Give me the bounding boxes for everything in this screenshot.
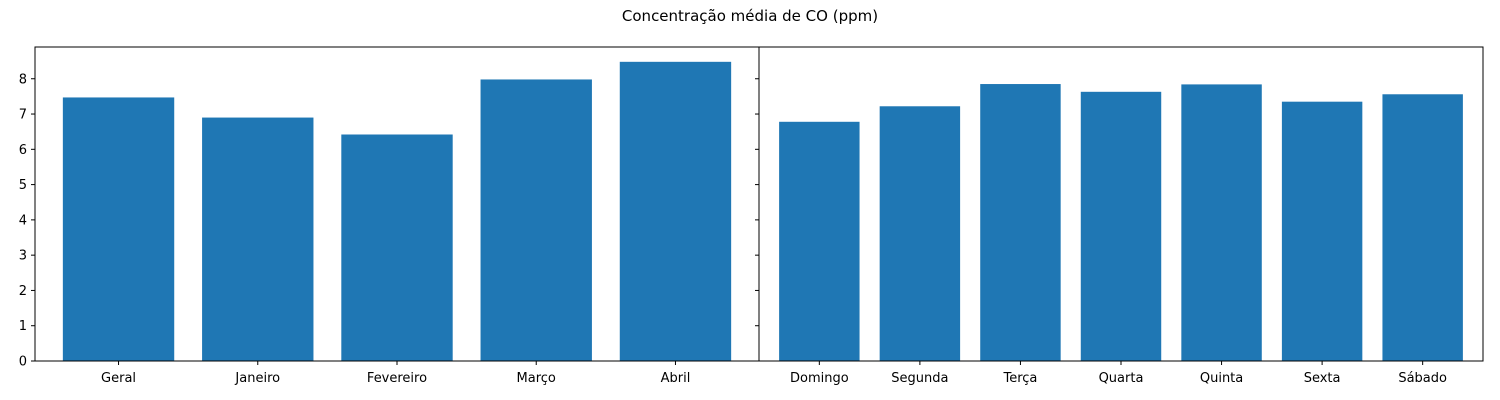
bar-geral (62, 97, 175, 361)
y-tick-label: 7 (19, 108, 27, 123)
x-tick-label: Abril (661, 371, 691, 386)
bar-abril (619, 61, 732, 361)
y-tick-label: 0 (19, 355, 27, 370)
bar-janeiro (202, 117, 314, 361)
y-tick-label: 1 (19, 319, 27, 334)
x-tick-label: Geral (101, 371, 136, 386)
x-tick-label: Janeiro (234, 371, 280, 386)
x-tick-label: Segunda (891, 371, 948, 386)
x-tick-label: Fevereiro (367, 371, 427, 386)
bar-sábado (1382, 94, 1463, 362)
y-tick-label: 4 (19, 213, 27, 228)
x-tick-label: Março (517, 371, 556, 386)
bar-quinta (1181, 84, 1262, 361)
x-tick-label: Terça (1002, 371, 1037, 386)
axes-frame (758, 46, 1484, 362)
bar-março (480, 79, 592, 361)
bar-sexta (1281, 101, 1363, 361)
bar-domingo (779, 121, 860, 362)
subplot-1: Geral Janeiro Fevereiro Março Abril 0 1 2 3 4 5 6 7 8 (19, 46, 760, 386)
x-tick-label: Sábado (1398, 371, 1447, 386)
x-tick-label: Sexta (1304, 371, 1341, 386)
x-tick-label: Domingo (790, 371, 849, 386)
bar-segunda (879, 106, 961, 361)
bar-quarta (1080, 91, 1162, 362)
y-tick-label: 5 (19, 178, 27, 193)
x-tick-label: Quarta (1099, 371, 1144, 386)
bar-terça (980, 84, 1061, 361)
bar-fevereiro (341, 134, 453, 361)
chart-title: Concentração média de CO (ppm) (622, 7, 878, 25)
x-tick-label: Quinta (1200, 371, 1243, 386)
subplot-2: Domingo Segunda Terça Quarta Quinta Sexta Sába… (755, 46, 1484, 386)
y-tick-label: 3 (19, 249, 27, 264)
y-tick-label: 6 (19, 143, 27, 158)
y-tick-label: 2 (19, 284, 27, 299)
y-tick-label: 8 (19, 72, 27, 87)
